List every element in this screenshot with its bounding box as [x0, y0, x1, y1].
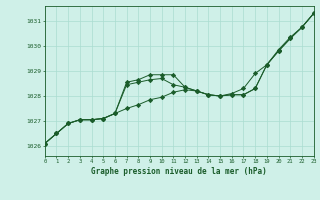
X-axis label: Graphe pression niveau de la mer (hPa): Graphe pression niveau de la mer (hPa) [91, 167, 267, 176]
